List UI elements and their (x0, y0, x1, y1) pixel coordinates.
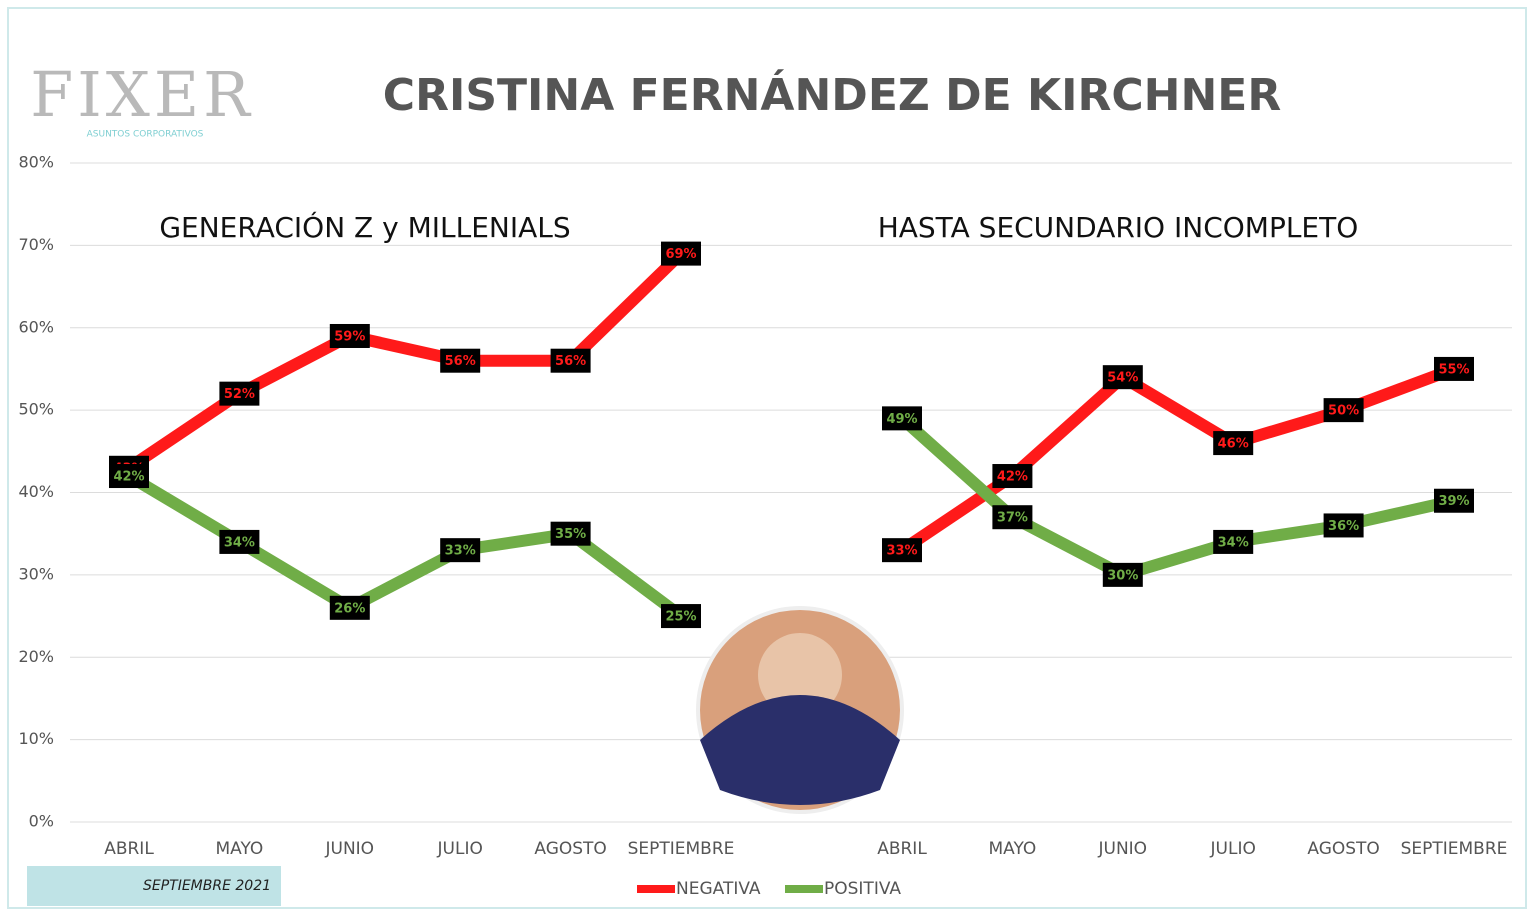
data-label-box (661, 604, 701, 629)
data-label: 35% (555, 527, 586, 542)
data-label: 69% (665, 247, 696, 262)
data-label-box (882, 406, 922, 431)
data-label-box (440, 348, 481, 373)
x-tick-label: JUNIO (325, 839, 375, 859)
data-label-box (882, 538, 922, 563)
x-tick-label: SEPTIEMBRE (628, 839, 735, 859)
data-label: 42% (997, 470, 1028, 485)
data-label-box (1323, 513, 1364, 538)
data-label: 59% (334, 329, 365, 344)
x-tick-label: ABRIL (104, 839, 154, 859)
logo-tagline: ASUNTOS CORPORATIVOS (87, 130, 204, 140)
data-label-box (992, 464, 1033, 489)
series-line (125, 249, 686, 473)
data-label: 50% (1328, 404, 1359, 419)
data-label-box (1213, 529, 1254, 554)
data-label-box (1102, 562, 1143, 587)
data-label: 25% (665, 610, 696, 625)
data-label: 34% (1218, 535, 1249, 550)
data-label: 56% (445, 354, 476, 369)
data-label: 42% (113, 470, 144, 485)
data-label-box (550, 348, 591, 373)
portrait-body (700, 695, 900, 805)
date-box (27, 866, 281, 906)
data-label: 37% (997, 511, 1028, 526)
panel-subtitle: HASTA SECUNDARIO INCOMPLETO (878, 211, 1359, 244)
data-label-box (661, 241, 701, 266)
data-label: 46% (1218, 437, 1249, 452)
x-tick-label: AGOSTO (534, 839, 606, 859)
data-label: 52% (224, 387, 255, 402)
x-tick-label: SEPTIEMBRE (1401, 839, 1508, 859)
x-tick-label: JUNIO (1098, 839, 1148, 859)
data-label-box (329, 595, 370, 620)
y-tick-label: 70% (18, 235, 54, 254)
date-label: SEPTIEMBRE 2021 (143, 878, 271, 894)
y-tick-label: 0% (29, 812, 54, 831)
data-label-box (1323, 398, 1364, 423)
data-label: 36% (1328, 519, 1359, 534)
data-label: 56% (555, 354, 586, 369)
data-label-box (109, 464, 149, 489)
data-label: 54% (1107, 371, 1138, 386)
data-label-box (440, 538, 481, 563)
data-label-box (550, 521, 591, 546)
y-tick-label: 30% (18, 564, 54, 583)
portrait-face (758, 633, 842, 717)
data-label: 39% (1438, 494, 1469, 509)
data-label-box (329, 323, 370, 348)
data-label-box (1434, 356, 1474, 381)
data-label-box (219, 529, 260, 554)
x-tick-label: MAYO (988, 839, 1036, 859)
data-label: 49% (886, 412, 917, 427)
data-label: 55% (1438, 362, 1469, 377)
data-label: 26% (334, 601, 365, 616)
y-tick-label: 10% (18, 729, 54, 748)
x-tick-label: ABRIL (877, 839, 927, 859)
x-tick-label: JULIO (1210, 839, 1256, 859)
y-tick-label: 20% (18, 647, 54, 666)
data-label-box (219, 381, 260, 406)
data-label: 33% (445, 544, 476, 559)
chart-title: CRISTINA FERNÁNDEZ DE KIRCHNER (383, 68, 1281, 121)
legend-label: NEGATIVA (676, 879, 761, 899)
y-tick-label: 40% (18, 482, 54, 501)
data-label-box (1213, 431, 1254, 456)
y-tick-label: 50% (18, 400, 54, 419)
y-tick-label: 80% (18, 153, 54, 172)
x-tick-label: JULIO (437, 839, 483, 859)
data-label-box (1434, 488, 1474, 513)
y-tick-label: 60% (18, 317, 54, 336)
x-tick-label: MAYO (215, 839, 263, 859)
logo: FIXER (30, 58, 254, 131)
x-tick-label: AGOSTO (1307, 839, 1379, 859)
data-label: 30% (1107, 568, 1138, 583)
legend-label: POSITIVA (824, 879, 901, 899)
data-label-box (992, 505, 1033, 530)
data-label: 33% (886, 544, 917, 559)
data-label: 34% (224, 535, 255, 550)
panel-subtitle: GENERACIÓN Z y MILLENIALS (159, 210, 570, 244)
data-label-box (1102, 365, 1143, 390)
